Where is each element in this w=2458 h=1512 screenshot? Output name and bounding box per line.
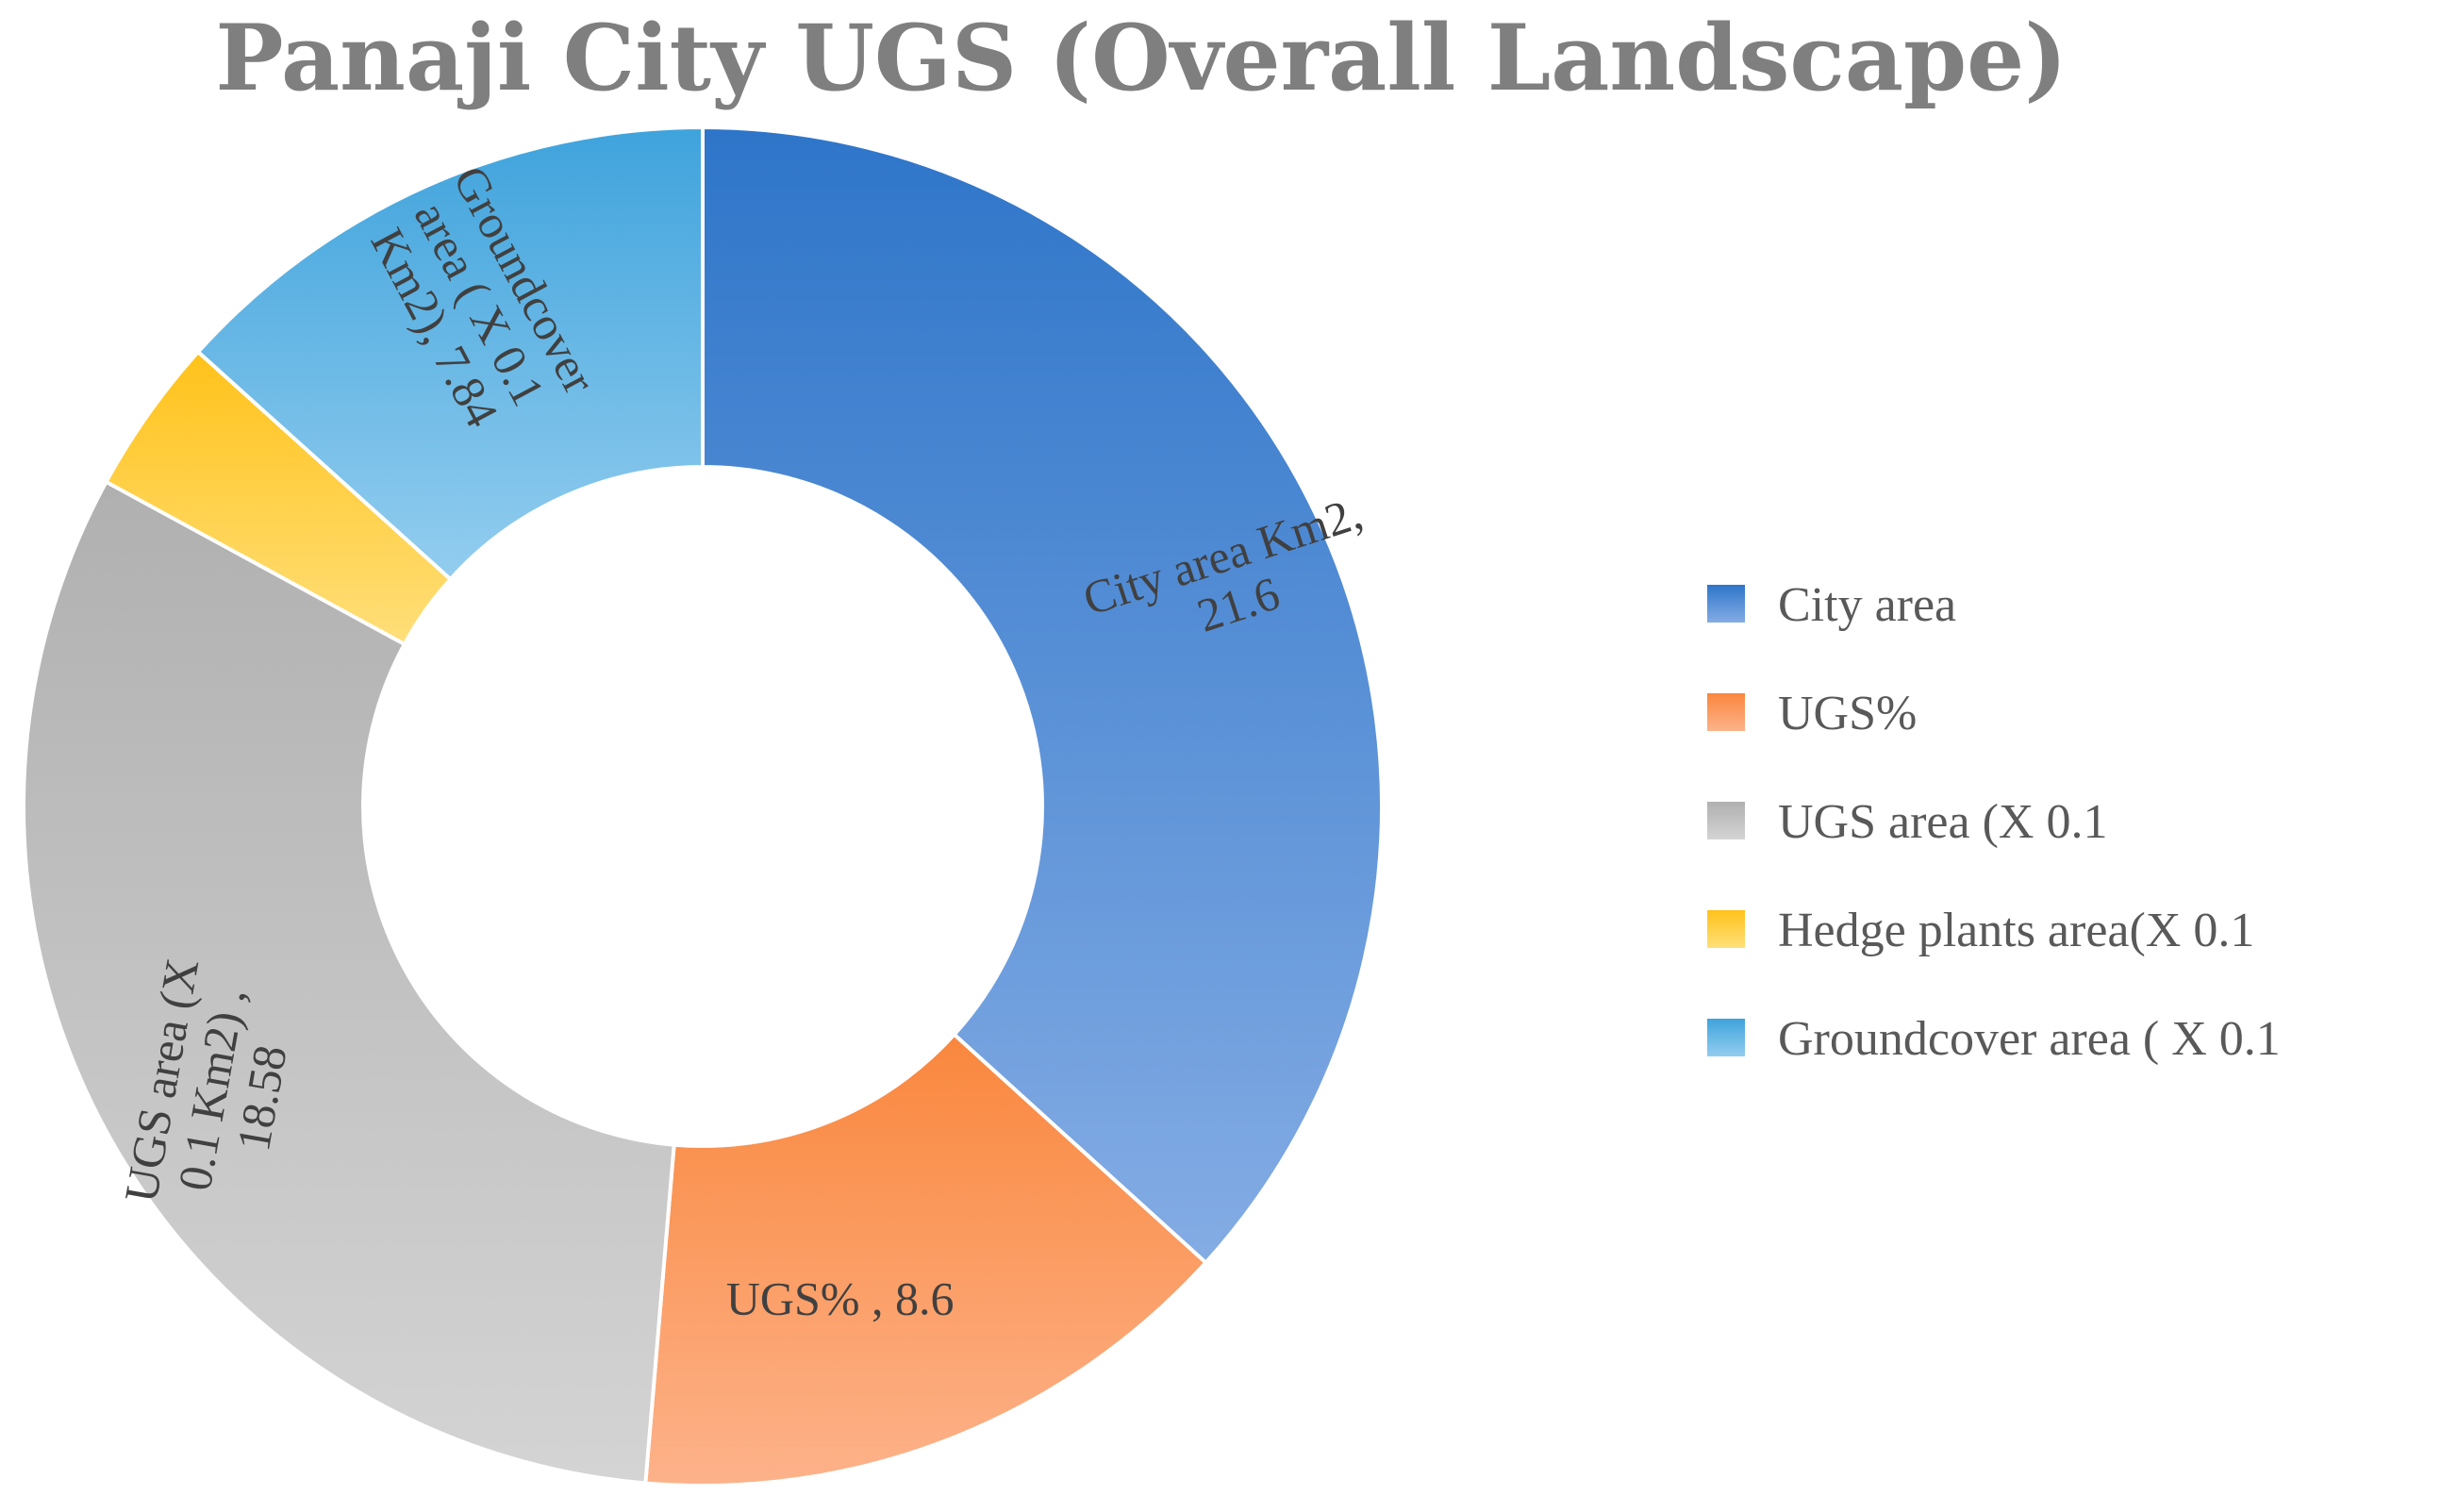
slice-label-ugs: UGS% , 8.6	[726, 1272, 955, 1325]
legend-swatch	[1707, 585, 1745, 623]
legend-item-hedge-plants-area-x-0-1: Hedge plants area(X 0.1	[1707, 904, 2254, 957]
legend-item-ugs: UGS%	[1707, 687, 1917, 740]
legend-label: City area	[1778, 578, 1956, 632]
slice-ugs-area-x-0-1	[22, 479, 676, 1486]
legend: City area UGS% UGS area (X 0.1 Hedge plants…	[1707, 578, 2281, 1066]
legend-item-city-area: City area	[1707, 578, 1956, 632]
legend-swatch	[1707, 910, 1745, 948]
slices-group	[22, 125, 1385, 1487]
slice-ugs	[643, 1031, 1209, 1487]
slice-groundcover-area-x-0-1	[195, 125, 705, 582]
legend-swatch	[1707, 693, 1745, 731]
slice-city-area	[701, 125, 1385, 1266]
slice-label-line: UGS% , 8.6	[726, 1272, 955, 1325]
legend-label: UGS area (X 0.1	[1778, 795, 2107, 849]
legend-swatch	[1707, 802, 1745, 839]
chart-title: Panaji City UGS (Overall Landscape)	[215, 5, 2067, 111]
legend-swatch	[1707, 1019, 1745, 1056]
legend-label: UGS%	[1778, 687, 1917, 740]
legend-item-groundcover-area-x-0-1: Groundcover area ( X 0.1	[1707, 1012, 2281, 1066]
legend-item-ugs-area-x-0-1: UGS area (X 0.1	[1707, 795, 2107, 849]
legend-label: Groundcover area ( X 0.1	[1778, 1012, 2281, 1066]
legend-label: Hedge plants area(X 0.1	[1778, 904, 2254, 957]
